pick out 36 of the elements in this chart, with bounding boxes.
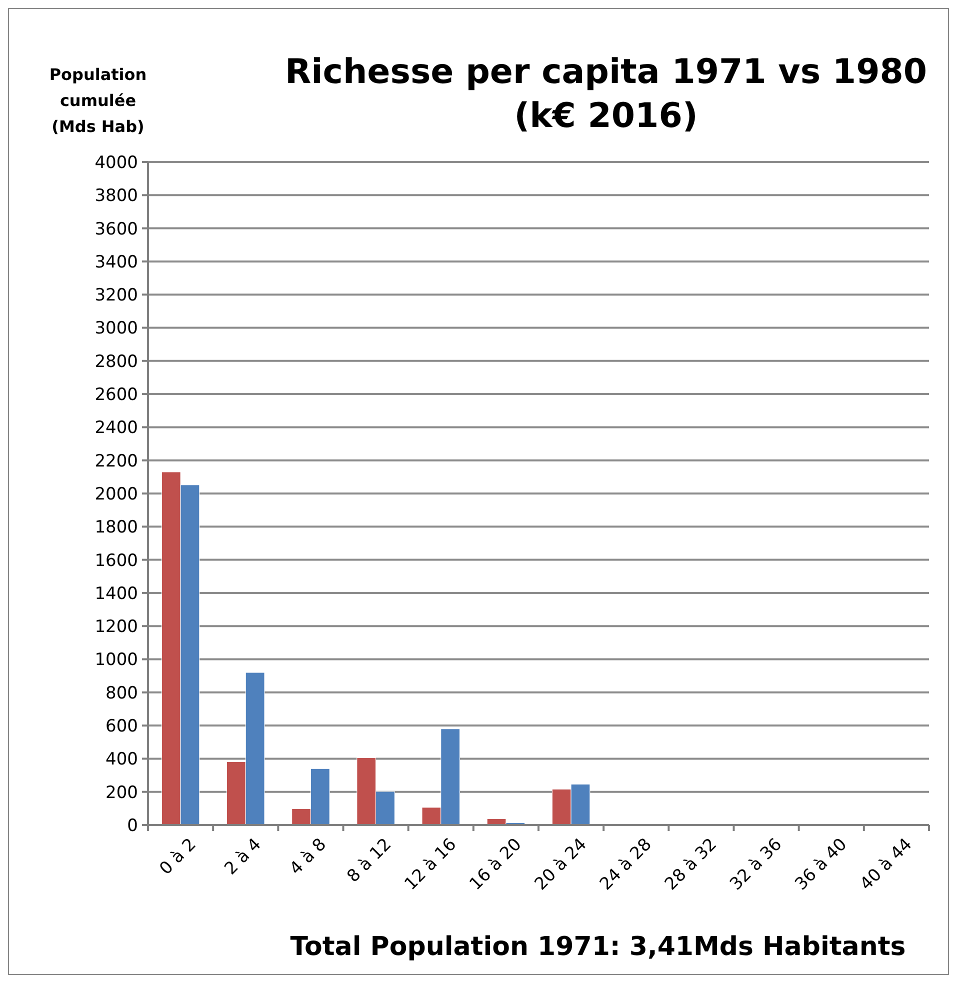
y-tick-label: 600: [106, 716, 138, 736]
x-tick-label: 28 à 32: [661, 834, 721, 894]
y-tick-label: 2000: [94, 484, 138, 504]
y-tick-label: 800: [106, 683, 138, 704]
y-tick-label: 3400: [94, 252, 138, 272]
x-tick-label: 40 à 44: [856, 834, 916, 894]
y-tick-label: 2400: [94, 418, 138, 438]
y-tick-label: 3600: [94, 219, 138, 240]
chart-title: Richesse per capita 1971 vs 1980 (k€ 2016): [284, 52, 928, 136]
text: Total Population 1971: 3,41Mds Habitants: [290, 932, 906, 962]
y-tick-label: 1000: [94, 650, 138, 670]
y-tick-label: 1600: [94, 550, 138, 571]
x-tick-label: 36 à 40: [791, 834, 852, 894]
x-tick-label: 4 à 8: [286, 834, 330, 880]
y-tick-label: 3200: [94, 286, 138, 306]
x-tick-label: 2 à 4: [220, 834, 266, 880]
y-tick-label: 0: [127, 816, 138, 836]
y-tick-label: 200: [106, 782, 138, 803]
y-tick-label: 2200: [94, 451, 138, 472]
y-tick-label: 1800: [94, 518, 138, 538]
x-tick-label: 32 à 36: [726, 834, 786, 894]
y-tick-label: 3800: [94, 186, 138, 206]
x-tick-label: 8 à 12: [343, 834, 396, 887]
y-tick-label: 1400: [94, 584, 138, 604]
y-tick-label: 3000: [94, 318, 138, 339]
y-tick-label: 1200: [94, 617, 138, 638]
x-tick-label: 12 à 16: [400, 834, 461, 894]
x-tick-label: 16 à 20: [466, 834, 526, 894]
y-axis-title: Population cumulée (Mds Hab): [49, 65, 147, 136]
x-tick-label: 24 à 28: [596, 834, 656, 894]
y-tick-label: 2800: [94, 352, 138, 372]
y-tick-label: 4000: [94, 152, 138, 173]
y-tick-label: 2600: [94, 385, 138, 405]
x-tick-label: 20 à 24: [531, 834, 591, 894]
x-tick-label: 0 à 2: [156, 834, 200, 880]
y-tick-label: 400: [106, 750, 138, 770]
